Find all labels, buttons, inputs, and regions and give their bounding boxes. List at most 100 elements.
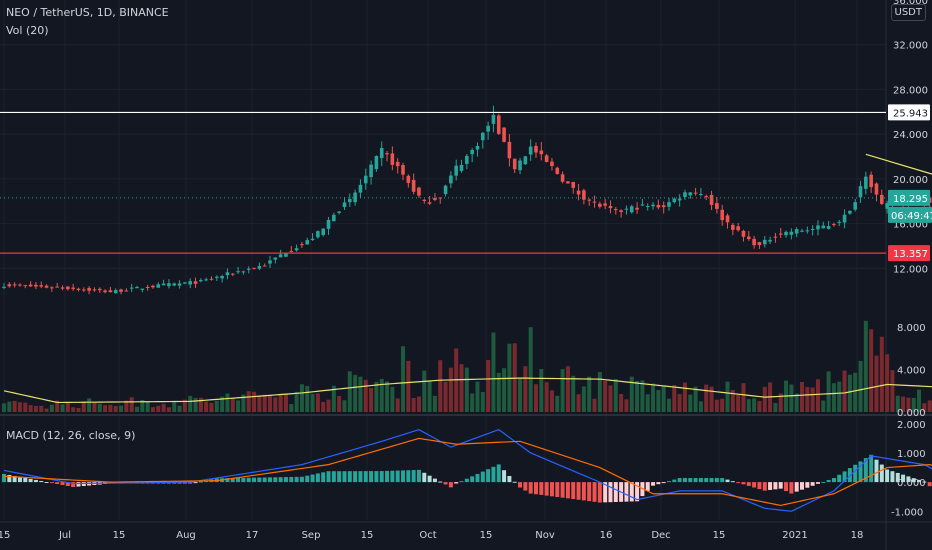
volume-bar [103,405,108,412]
volume-bar [150,407,155,412]
volume-bar [826,371,831,412]
candle-body [880,194,884,204]
volume-bar [252,391,257,412]
volume-bar [789,384,794,412]
last-price-label-bg [888,189,930,206]
macd-hist-bar [512,481,517,483]
volume-bar [7,401,12,412]
macd-hist-bar [502,470,507,483]
volume-bar [746,399,751,412]
candle-body [151,285,155,288]
volume-bar [289,404,294,412]
macd-hist-bar [667,481,671,483]
macd-hist-bar [587,482,592,502]
macd-hist-bar [698,478,703,483]
macd-hist-bar [44,481,49,483]
macd-hist-bar [762,482,767,491]
macd-hist-bar [651,482,656,486]
volume-bar [815,379,820,412]
volume-bar [459,364,464,412]
macd-hist-bar [560,482,565,498]
candle-body [433,198,437,200]
macd-hist-bar [677,478,682,483]
candle-body [374,156,379,170]
time-tick-label: Jul [58,530,71,541]
volume-bar [858,360,863,412]
macd-hist-bar [869,454,874,483]
volume-bar [752,398,757,412]
candle-body [167,283,171,287]
volume-bar [342,400,347,412]
volume-bar [693,386,698,412]
volume-bar [299,384,304,412]
candle-body [108,290,113,293]
volume-bar [491,332,496,412]
volume-bar [885,354,890,412]
volume-bar [268,395,272,412]
candle-body [864,176,868,189]
volume-bar [480,391,485,412]
candle-body [337,211,341,213]
triangle-upper-line [865,153,932,175]
volume-bar [831,383,836,412]
currency-badge[interactable]: USDT [890,4,926,21]
time-tick-label: Sep [302,530,321,541]
macd-hist-bar [193,482,198,484]
candle-body [230,273,235,275]
macd-hist-bar [927,482,932,487]
time-tick-label: 15 [713,530,726,541]
macd-hist-bar [911,478,916,483]
candle-body [874,183,879,195]
macd-tick-label: 1.000 [897,449,926,460]
macd-hist-bar [736,482,741,484]
macd-hist-bar [837,474,842,483]
candle-body [385,153,389,155]
volume-bar [262,394,267,412]
candle-body [18,284,22,286]
macd-hist-bar [443,482,448,485]
volume-bar [23,402,28,412]
macd-hist-bar [241,477,246,483]
candle-body [629,206,634,213]
volume-bar [688,394,693,412]
macd-hist-bar [236,477,241,483]
volume-bar [278,394,283,412]
macd-hist-bar [815,482,820,484]
volume-bar [597,372,602,412]
macd-hist-bar [794,482,799,492]
candle-body [177,283,182,286]
macd-hist-bar [826,479,831,483]
volume-bar [257,395,262,412]
volume-bar [842,370,847,412]
support-price-label-bg [888,245,930,262]
macd-hist-bar [65,482,70,487]
resistance-price-label-bg [888,104,930,121]
candle-body [805,230,810,232]
macd-hist-bar [406,470,411,483]
volume-bar [704,384,709,412]
macd-hist-bar [693,478,698,483]
volume-bar [438,360,443,412]
volume-bar [443,381,448,412]
volume-bar [236,400,241,412]
volume-bar [922,403,927,412]
macd-hist-bar [299,476,304,483]
candle-body [379,148,384,158]
volume-bar [177,405,182,412]
volume-bar [661,385,666,412]
macd-hist-bar [635,482,640,502]
candle-body [92,289,97,291]
volume-bar [448,367,453,412]
volume-bar [60,404,65,412]
grid-lines [0,0,886,520]
macd-hist-bar [842,471,847,483]
candle-body [44,285,49,288]
volume-bar [725,381,730,412]
candle-body [332,214,336,222]
time-tick-label: Oct [419,530,436,541]
volume-bar [172,401,177,412]
macd-hist-bar [645,482,650,491]
countdown-label: 06:49:47 [891,211,932,222]
volume-bar [230,397,235,412]
